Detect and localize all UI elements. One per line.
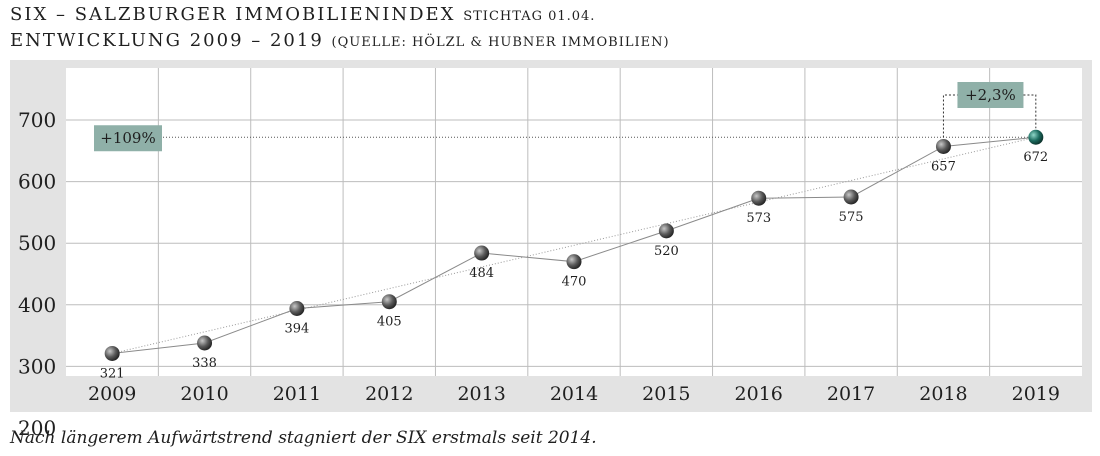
annotation-label-109: +109% (100, 129, 155, 147)
y-tick-label: 300 (18, 354, 56, 378)
data-point (935, 138, 951, 154)
y-tick-label: 500 (18, 231, 56, 255)
data-label: 470 (562, 275, 587, 290)
data-label: 338 (192, 356, 217, 371)
data-point (474, 245, 490, 261)
chart-subtitle: ENTWICKLUNG 2009 – 2019 (QUELLE: HÖLZL &… (10, 30, 670, 54)
data-point (197, 335, 213, 351)
subtitle-source: (QUELLE: HÖLZL & HUBNER IMMOBILIEN) (331, 35, 670, 50)
chart-caption: Nach längerem Aufwärtstrend stagniert de… (10, 428, 597, 448)
data-point (289, 300, 305, 316)
x-tick-label: 2012 (365, 383, 413, 405)
annotation-bracket-right (1023, 94, 1037, 129)
data-label: 321 (100, 366, 125, 381)
data-label: 575 (839, 210, 864, 225)
plot-area (66, 68, 1082, 376)
x-tick-label: 2017 (827, 383, 875, 405)
x-tick-label: 2018 (919, 383, 967, 405)
y-tick-label: 200 (18, 416, 56, 440)
data-point (104, 345, 120, 361)
data-point (381, 294, 397, 310)
data-label: 657 (931, 159, 956, 174)
annotation-badge-23 (957, 82, 1024, 108)
annotation-label-23: +2,3% (965, 86, 1016, 104)
y-tick-label: 700 (18, 108, 56, 132)
subtitle-main: ENTWICKLUNG 2009 – 2019 (10, 30, 324, 51)
x-tick-label: 2013 (457, 383, 505, 405)
data-point (566, 254, 582, 270)
data-point (751, 190, 767, 206)
data-label: 520 (654, 244, 679, 259)
trend-line (112, 136, 1036, 354)
x-tick-label: 2014 (550, 383, 598, 405)
chart-title: SIX – SALZBURGER IMMOBILIENINDEX STICHTA… (10, 4, 595, 28)
y-tick-label: 400 (18, 293, 56, 317)
x-tick-label: 2009 (88, 383, 136, 405)
x-tick-label: 2011 (273, 383, 321, 405)
data-label: 672 (1023, 150, 1048, 165)
title-date: STICHTAG 01.04. (463, 9, 596, 24)
data-point-highlight (1028, 129, 1044, 145)
x-tick-label: 2016 (735, 383, 783, 405)
data-label: 394 (284, 321, 309, 336)
x-tick-label: 2019 (1012, 383, 1060, 405)
data-point (658, 223, 674, 239)
annotation-badge-109 (94, 125, 162, 152)
x-tick-label: 2015 (642, 383, 690, 405)
data-label: 573 (746, 211, 771, 226)
title-main: SIX – SALZBURGER IMMOBILIENINDEX (10, 4, 456, 25)
y-tick-label: 600 (18, 170, 56, 194)
data-label: 405 (377, 315, 402, 330)
data-label: 484 (469, 266, 494, 281)
x-tick-label: 2010 (180, 383, 228, 405)
data-point (843, 189, 859, 205)
